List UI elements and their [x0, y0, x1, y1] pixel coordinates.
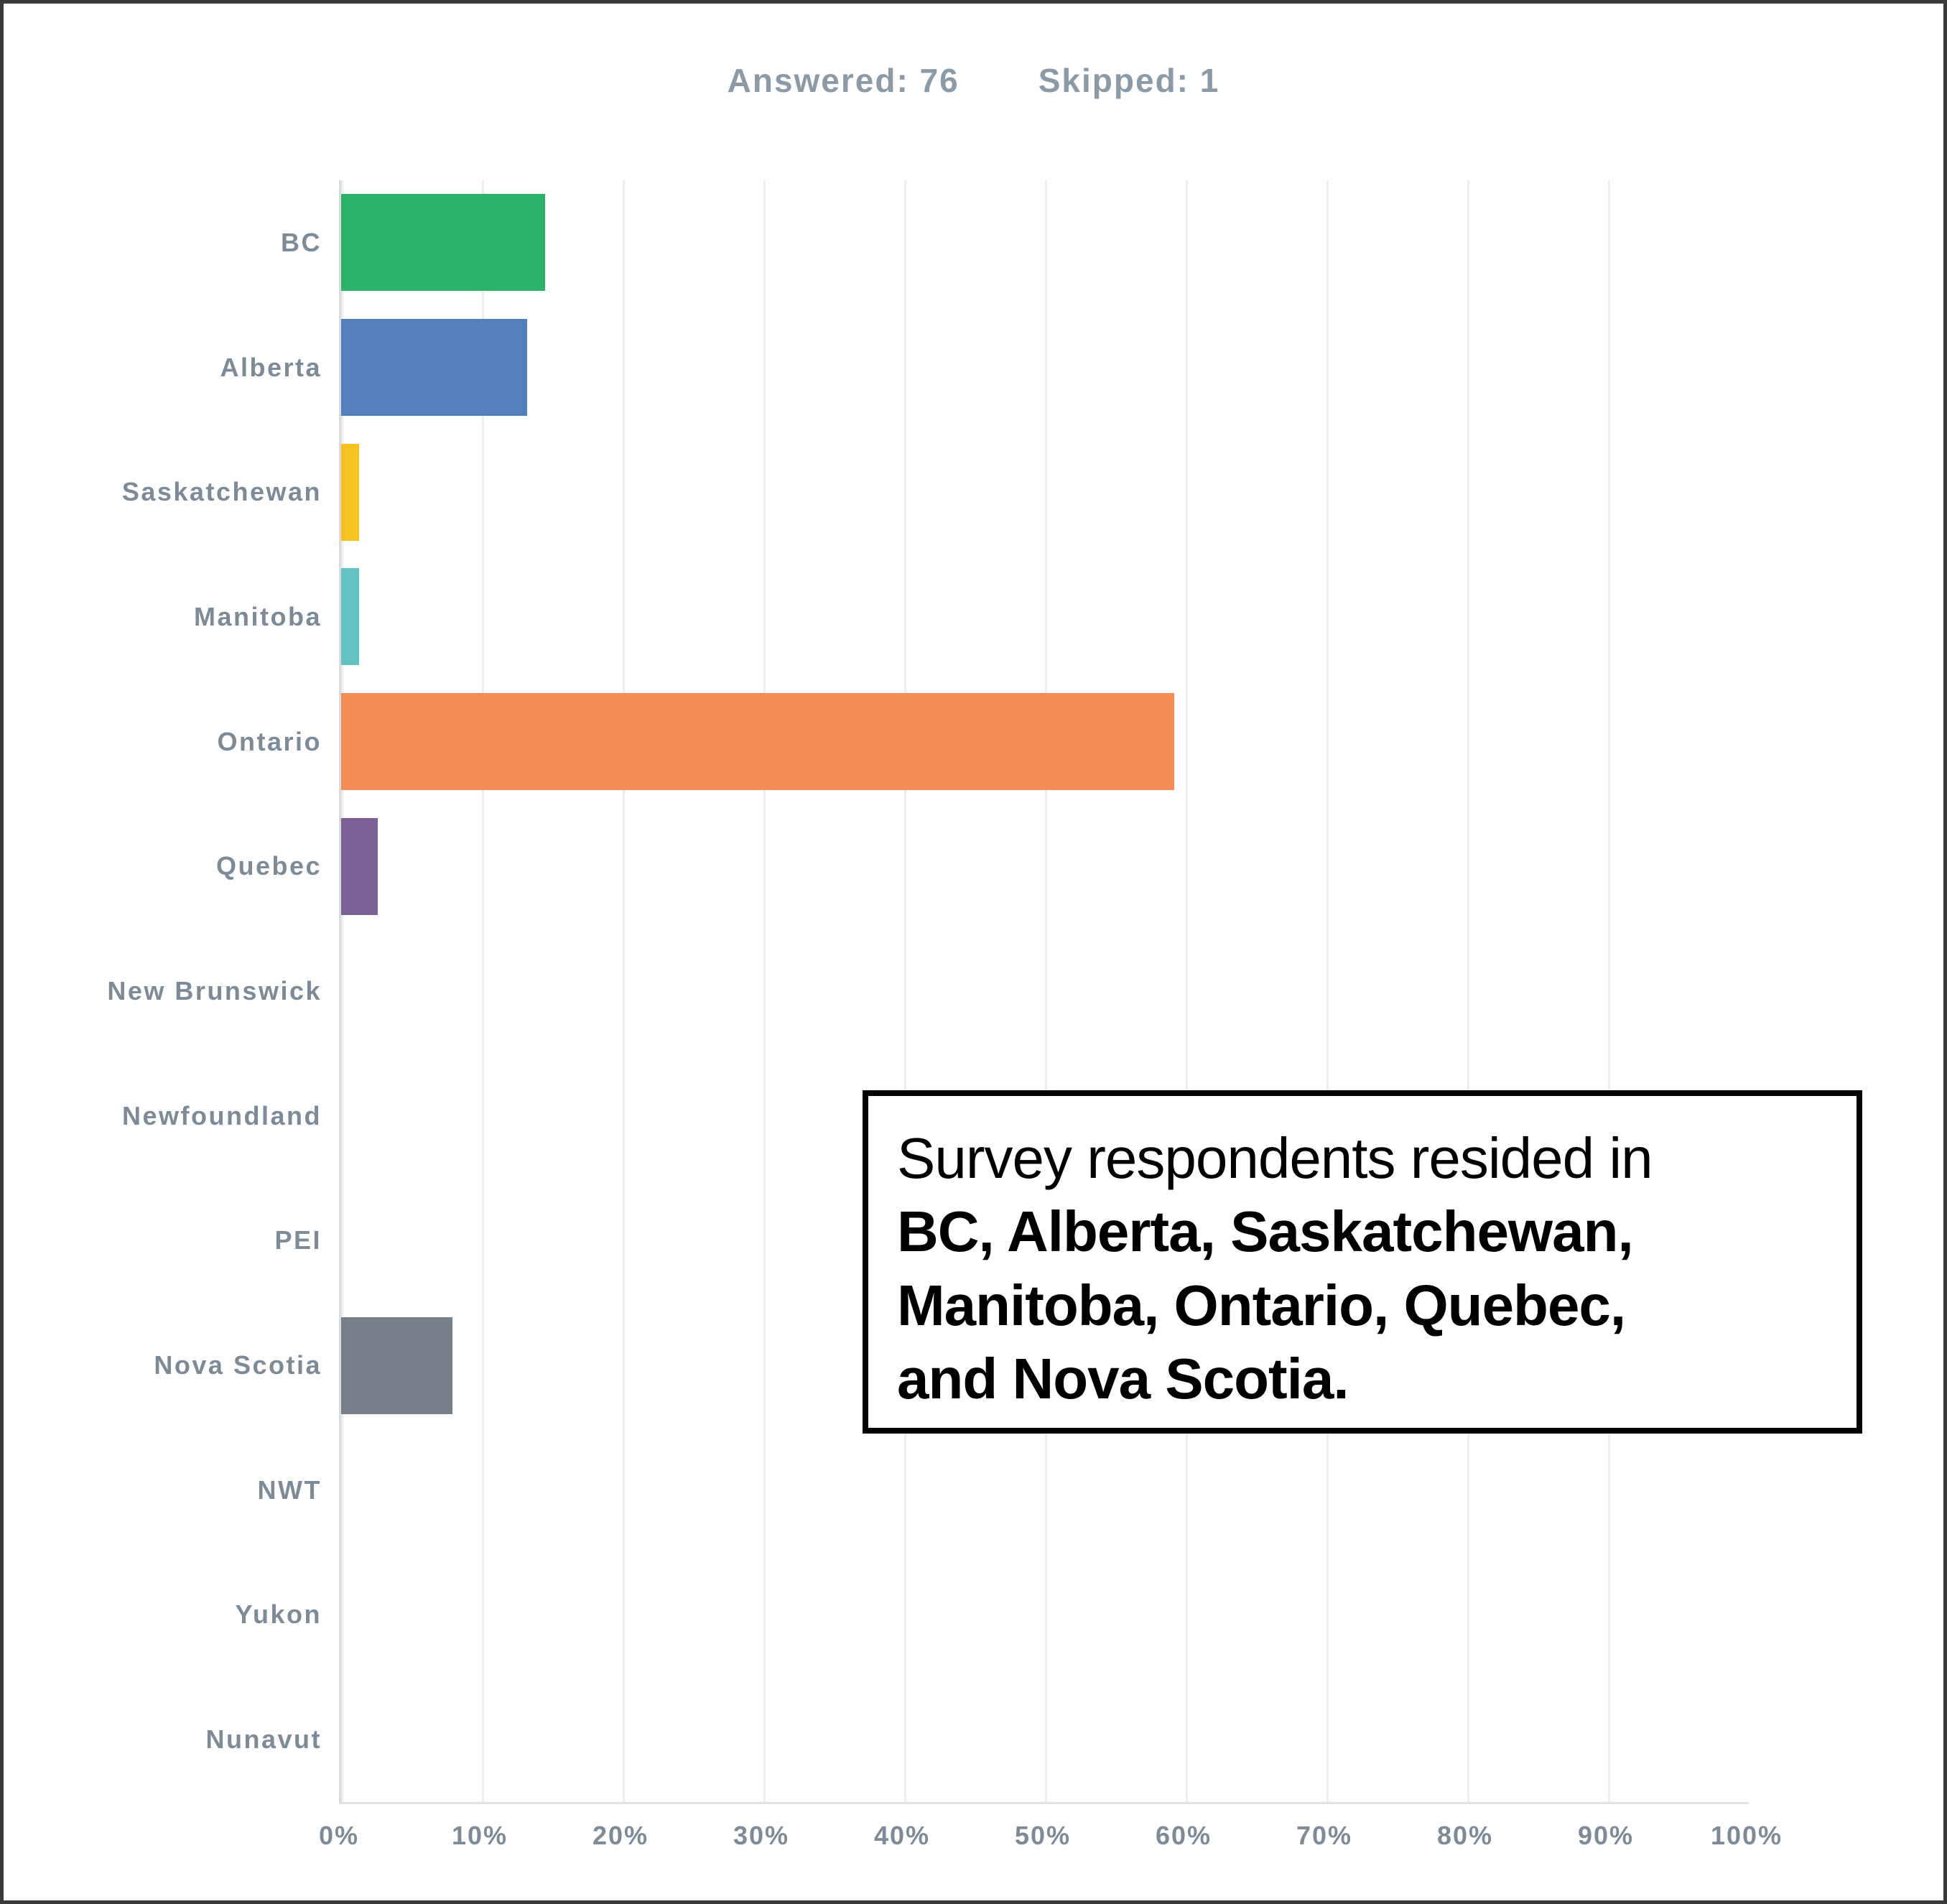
bar-ontario: [341, 693, 1175, 791]
x-tick: 20%: [592, 1821, 649, 1850]
x-axis-tick-labels: 0% 10% 20% 30% 40% 50% 60% 70% 80% 90% 1…: [319, 1821, 1781, 1864]
category-label-nunavut: Nunavut: [205, 1724, 322, 1755]
category-label-pei: PEI: [274, 1225, 322, 1255]
annotation-box: Survey respondents resided in BC, Albert…: [863, 1090, 1862, 1434]
chart-row: [341, 1553, 1749, 1678]
annotation-line: Manitoba, Ontario, Quebec,: [897, 1273, 1626, 1337]
category-label-bc: BC: [281, 227, 322, 257]
chart-row: [341, 1303, 1749, 1428]
bar-quebec: [341, 817, 378, 915]
chart-row: [341, 929, 1749, 1054]
category-label-nova-scotia: Nova Scotia: [154, 1350, 322, 1380]
chart-row: [341, 1677, 1749, 1802]
bar-manitoba: [341, 568, 360, 666]
x-tick: 60%: [1155, 1821, 1212, 1850]
x-tick: 100%: [1710, 1821, 1783, 1850]
chart-row: [341, 429, 1749, 554]
annotation-line: BC, Alberta, Saskatchewan,: [897, 1199, 1634, 1264]
x-tick: 50%: [1014, 1821, 1072, 1850]
x-tick: 10%: [451, 1821, 508, 1850]
annotation-line: Survey respondents resided in: [897, 1126, 1653, 1190]
x-tick: 0%: [318, 1821, 360, 1850]
category-label-saskatchewan: Saskatchewan: [121, 477, 322, 507]
category-label-ontario: Ontario: [217, 726, 322, 756]
category-label-newfoundland: Newfoundland: [122, 1100, 322, 1130]
chart-row: [341, 1428, 1749, 1553]
x-tick: 80%: [1436, 1821, 1494, 1850]
skipped-count: Skipped: 1: [1038, 62, 1220, 99]
chart-row: [341, 180, 1749, 305]
chart-row: [341, 554, 1749, 679]
category-label-new-brunswick: New Brunswick: [107, 975, 322, 1006]
x-tick: 70%: [1296, 1821, 1353, 1850]
category-label-column: BC Alberta Saskatchewan Manitoba Ontario…: [4, 180, 322, 1802]
chart-row: [341, 679, 1749, 804]
chart-row: [341, 305, 1749, 430]
category-label-nwt: NWT: [257, 1475, 322, 1505]
answered-count: Answered: 76: [727, 62, 959, 99]
bar-nova-scotia: [341, 1316, 452, 1414]
category-label-manitoba: Manitoba: [194, 601, 322, 631]
bar-alberta: [341, 319, 527, 417]
bar-bc: [341, 194, 546, 292]
chart-row: [341, 804, 1749, 929]
answered-skipped-bar: Answered: 76 Skipped: 1: [4, 61, 1943, 100]
x-tick: 40%: [873, 1821, 931, 1850]
x-tick: 90%: [1577, 1821, 1635, 1850]
category-label-quebec: Quebec: [215, 851, 322, 881]
category-label-alberta: Alberta: [220, 352, 322, 382]
category-label-yukon: Yukon: [235, 1599, 322, 1630]
bar-saskatchewan: [341, 443, 360, 541]
x-tick: 30%: [733, 1821, 790, 1850]
plot-area: [339, 180, 1749, 1804]
annotation-line: and Nova Scotia.: [897, 1347, 1349, 1411]
